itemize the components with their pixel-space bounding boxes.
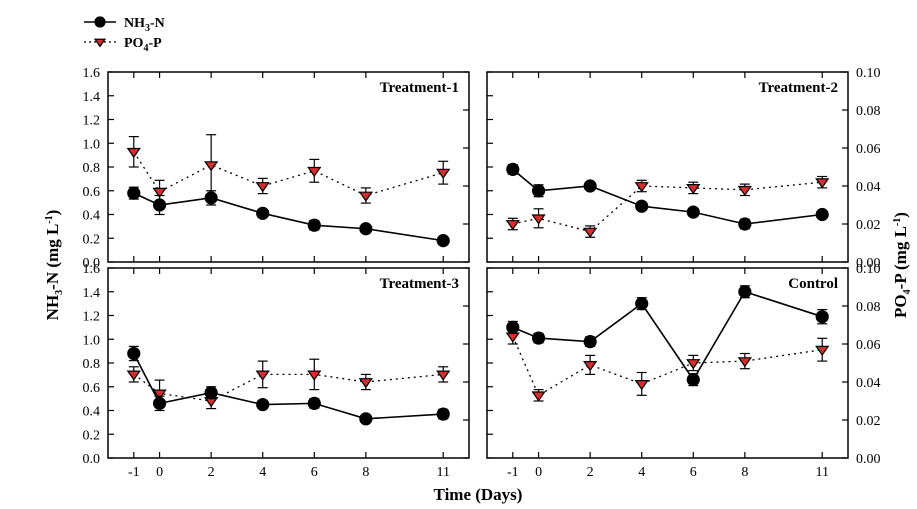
svg-text:2: 2	[208, 465, 215, 480]
svg-text:0.04: 0.04	[856, 180, 881, 195]
svg-text:0.8: 0.8	[83, 161, 101, 176]
svg-text:6: 6	[690, 465, 697, 480]
four-panel-chart: NH3-N PO4-P 0.0 0.2 0.4 0.6 0.8 1.0 1.2 1.4 1.6 Tre…	[0, 0, 917, 509]
svg-text:0: 0	[535, 465, 542, 480]
svg-text:8: 8	[741, 465, 748, 480]
svg-text:Time (Days): Time (Days)	[434, 485, 523, 504]
svg-text:1.0: 1.0	[83, 333, 101, 348]
svg-text:Treatment-3: Treatment-3	[380, 276, 459, 292]
nh3-line	[134, 193, 443, 241]
svg-text:0.8: 0.8	[83, 357, 101, 372]
svg-text:0.08: 0.08	[856, 104, 881, 119]
svg-text:-1: -1	[128, 465, 140, 480]
svg-text:-1: -1	[507, 465, 519, 480]
svg-text:0.02: 0.02	[856, 414, 881, 429]
svg-text:0.6: 0.6	[83, 185, 101, 200]
svg-text:1.6: 1.6	[83, 262, 101, 277]
panel-treatment-3: -1 0 2 4 6 8 11 0.0 0.2 0.4 0.6 0.8 1.0 1.2 1.4 1.6 Trea…	[83, 262, 470, 480]
nh3-line	[513, 169, 822, 224]
svg-text:0.4: 0.4	[83, 209, 101, 224]
svg-text:4: 4	[638, 465, 645, 480]
svg-text:NH3-N (mg L-1): NH3-N (mg L-1)	[43, 210, 65, 321]
svg-text:0.2: 0.2	[83, 428, 101, 443]
nh3-line	[513, 292, 822, 380]
svg-text:Control: Control	[788, 276, 838, 292]
svg-text:1.2: 1.2	[83, 114, 101, 129]
svg-text:1.4: 1.4	[83, 286, 101, 301]
svg-text:PO4-P (mg L-1): PO4-P (mg L-1)	[891, 212, 913, 318]
svg-text:1.4: 1.4	[83, 90, 101, 105]
svg-text:1.2: 1.2	[83, 310, 101, 325]
svg-text:Treatment-2: Treatment-2	[759, 80, 838, 96]
nh3-line	[134, 354, 443, 419]
svg-text:0.04: 0.04	[856, 376, 881, 391]
po4-line	[134, 152, 443, 196]
svg-text:0.08: 0.08	[856, 300, 881, 315]
svg-text:0.0: 0.0	[83, 452, 101, 467]
svg-text:0.6: 0.6	[83, 381, 101, 396]
panel-treatment-2: 0.000.020.040.060.080.10Treatment-2	[487, 66, 881, 271]
svg-text:PO4-P: PO4-P	[124, 36, 162, 54]
po4-line	[134, 374, 443, 401]
panel-treatment-1: 0.00.20.40.60.81.01.21.41.6Treatment-1	[83, 66, 470, 271]
svg-text:Treatment-1: Treatment-1	[380, 80, 459, 96]
svg-text:NH3-N: NH3-N	[124, 16, 165, 34]
svg-text:0.00: 0.00	[856, 452, 881, 467]
svg-text:0.06: 0.06	[856, 338, 881, 353]
panel-control: -1 0 2 4 6 8 11 0.00 0.02 0.04 0.06 0.08 0.10 Control	[487, 262, 881, 480]
svg-text:0.2: 0.2	[83, 232, 101, 247]
svg-text:1.6: 1.6	[83, 66, 101, 81]
svg-text:0.06: 0.06	[856, 142, 881, 157]
svg-text:11: 11	[815, 465, 828, 480]
svg-text:0.02: 0.02	[856, 218, 881, 233]
po4-line	[513, 336, 822, 395]
svg-text:0.10: 0.10	[856, 66, 881, 81]
legend: NH3-N PO4-P	[84, 16, 165, 54]
svg-text:2: 2	[587, 465, 594, 480]
svg-text:0.10: 0.10	[856, 262, 881, 277]
svg-text:1.0: 1.0	[83, 137, 101, 152]
svg-text:0.4: 0.4	[83, 405, 101, 420]
svg-text:11: 11	[436, 465, 449, 480]
svg-text:4: 4	[259, 465, 266, 480]
svg-text:6: 6	[311, 465, 318, 480]
svg-text:0: 0	[156, 465, 163, 480]
svg-text:8: 8	[362, 465, 369, 480]
